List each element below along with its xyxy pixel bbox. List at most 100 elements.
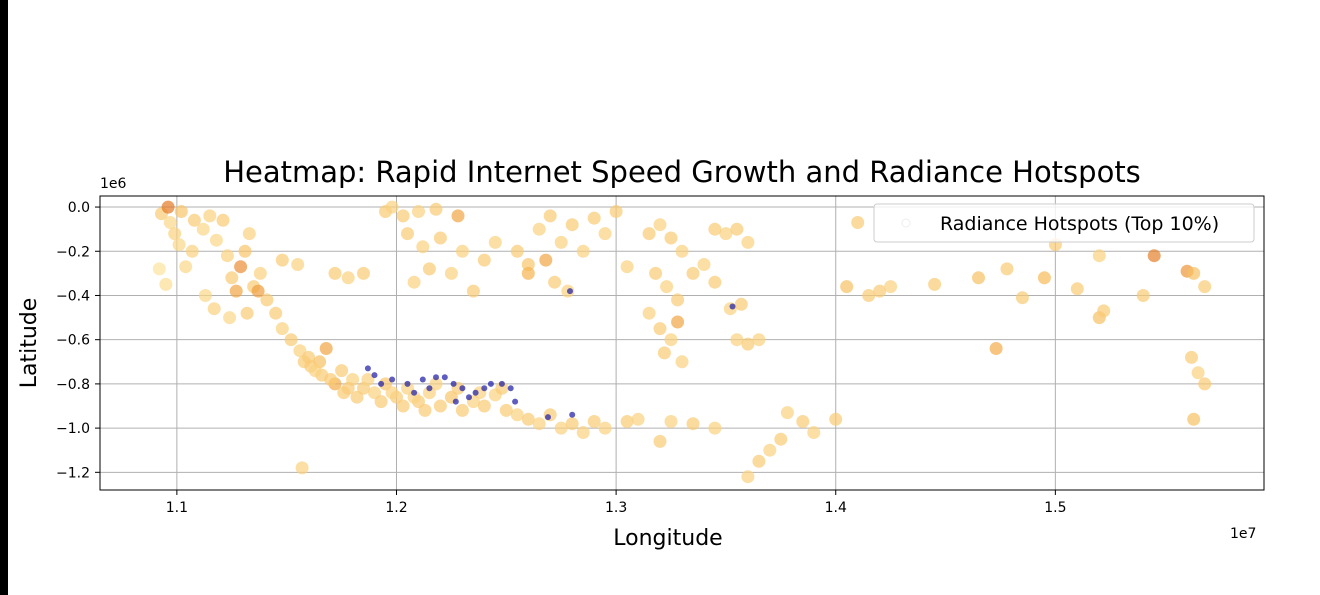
legend-marker: [901, 218, 911, 228]
speed-growth-point: [671, 293, 685, 307]
speed-growth-point: [548, 275, 562, 289]
hotspot-point: [512, 398, 519, 405]
speed-growth-point: [587, 211, 601, 225]
speed-growth-point: [477, 399, 491, 413]
speed-growth-point: [240, 306, 254, 320]
speed-growth-point: [229, 284, 243, 298]
speed-growth-point: [374, 395, 388, 409]
speed-growth-point: [989, 342, 1003, 355]
hotspot-point: [452, 398, 459, 405]
speed-growth-point: [216, 213, 230, 227]
speed-growth-point: [179, 260, 193, 274]
speed-growth-point: [1191, 366, 1205, 380]
hotspot-point: [487, 380, 494, 387]
speed-growth-point: [451, 209, 465, 223]
speed-growth-point: [275, 322, 289, 336]
speed-growth-point: [418, 403, 432, 417]
speed-growth-point: [851, 216, 865, 229]
speed-growth-point: [675, 355, 689, 369]
speed-growth-point: [796, 415, 810, 428]
speed-growth-point: [576, 426, 590, 439]
hotspot-point: [426, 385, 433, 392]
hotspot-point: [498, 380, 505, 387]
speed-growth-point: [532, 417, 546, 431]
speed-growth-point: [565, 417, 579, 431]
hotspot-point: [466, 394, 472, 401]
speed-growth-point: [730, 222, 744, 236]
speed-growth-point: [168, 227, 182, 241]
speed-growth-point: [401, 227, 414, 241]
speed-growth-point: [1185, 350, 1198, 364]
speed-growth-point: [554, 421, 568, 435]
speed-growth-point: [495, 381, 509, 395]
hotspot-point: [433, 374, 439, 381]
speed-growth-point: [220, 249, 234, 263]
speed-growth-point: [416, 240, 430, 254]
speed-growth-point: [207, 302, 221, 316]
axis-ticks: 1.1 1.2 1.3 1.4 1.5 0.0 −0.2 −0.4 −0.6 −0.8 −1.0 −1…: [56, 200, 1066, 516]
speed-growth-point: [291, 258, 305, 271]
speed-growth-point: [152, 262, 166, 276]
speed-growth-point: [396, 399, 410, 413]
hotspot-point: [411, 389, 418, 396]
hotspot-point: [389, 376, 396, 383]
speed-growth-point: [657, 346, 671, 360]
speed-growth-point: [1147, 249, 1161, 263]
y-tick-label: −1.0: [56, 421, 90, 437]
speed-growth-point: [429, 377, 443, 391]
speed-growth-point: [174, 205, 188, 218]
speed-growth-point: [401, 381, 414, 395]
scatter-points: [152, 200, 1212, 484]
speed-growth-point: [741, 235, 755, 249]
speed-growth-point: [324, 373, 338, 386]
speed-growth-point: [385, 386, 399, 400]
speed-growth-point: [308, 364, 322, 378]
speed-growth-point: [260, 293, 274, 307]
speed-growth-point: [209, 233, 223, 247]
hotspot-point: [507, 385, 514, 392]
speed-growth-point: [341, 271, 355, 285]
speed-growth-point: [708, 222, 722, 236]
speed-growth-point: [532, 222, 546, 236]
speed-growth-point: [1198, 280, 1212, 294]
speed-growth-point: [337, 386, 351, 400]
speed-growth-point: [275, 253, 289, 267]
speed-growth-point: [357, 266, 370, 280]
speed-growth-point: [328, 266, 342, 280]
hotspot-point: [567, 288, 573, 295]
speed-growth-point: [335, 364, 349, 378]
speed-growth-point: [161, 200, 175, 214]
speed-growth-point: [253, 266, 267, 280]
speed-growth-point: [477, 253, 491, 267]
y-tick-label: −1.2: [56, 465, 90, 481]
speed-growth-point: [1015, 291, 1029, 305]
speed-growth-point: [444, 266, 458, 280]
speed-growth-point: [708, 275, 722, 289]
speed-growth-point: [396, 209, 410, 223]
speed-growth-point: [223, 311, 237, 325]
speed-growth-point: [163, 216, 177, 229]
hotspot-point: [404, 380, 411, 387]
speed-growth-point: [840, 280, 854, 294]
speed-growth-point: [752, 333, 766, 347]
hotspot-point: [729, 303, 736, 310]
speed-growth-point: [653, 322, 667, 336]
speed-growth-point: [664, 415, 678, 428]
speed-growth-point: [708, 421, 722, 435]
hotspot-points: [364, 288, 736, 421]
speed-growth-point: [686, 417, 700, 431]
speed-growth-point: [295, 461, 309, 475]
speed-growth-point: [368, 386, 381, 400]
speed-growth-point: [159, 277, 173, 291]
speed-growth-point: [620, 415, 634, 428]
hotspot-point: [364, 365, 371, 372]
speed-growth-point: [576, 244, 590, 258]
speed-growth-point: [774, 432, 788, 446]
speed-growth-point: [554, 235, 568, 249]
speed-growth-point: [407, 390, 421, 404]
window-edge: [0, 0, 8, 595]
speed-growth-point: [422, 262, 436, 276]
speed-growth-point: [807, 426, 821, 439]
speed-growth-point: [631, 412, 645, 426]
x-tick-label: 1.4: [825, 500, 847, 516]
